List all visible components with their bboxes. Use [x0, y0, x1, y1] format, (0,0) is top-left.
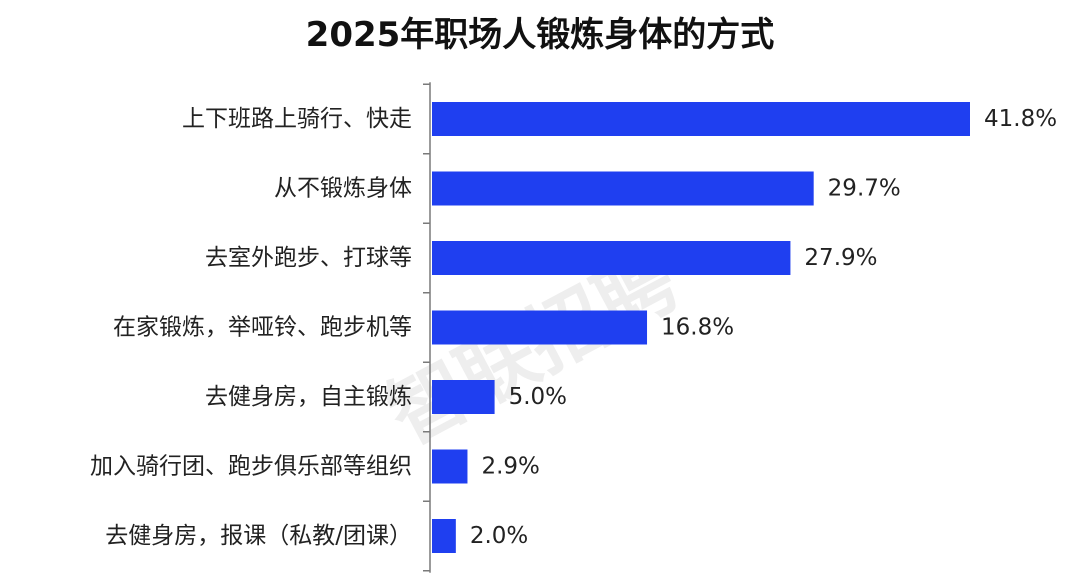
chart-title: 2025年职场人锻炼身体的方式 — [306, 15, 775, 55]
value-labels: 41.8% 29.7% 27.9% 16.8% 5.0% 2.9% 2.0% — [470, 106, 1057, 549]
value-label: 2.0% — [470, 523, 528, 549]
bar — [432, 380, 495, 414]
category-label: 在家锻炼，举哑铃、跑步机等 — [113, 315, 412, 341]
bar — [432, 102, 970, 136]
bar — [432, 310, 648, 345]
category-label: 从不锻炼身体 — [274, 176, 412, 202]
category-label: 上下班路上骑行、快走 — [182, 106, 412, 132]
value-label: 29.7% — [828, 176, 901, 202]
bar — [432, 241, 791, 275]
value-label: 27.9% — [804, 245, 877, 271]
bar — [432, 171, 814, 206]
category-labels: 上下班路上骑行、快走从不锻炼身体去室外跑步、打球等在家锻炼，举哑铃、跑步机等去健… — [90, 106, 412, 549]
value-label: 2.9% — [481, 454, 539, 480]
bars — [432, 102, 970, 553]
value-label: 16.8% — [661, 315, 734, 341]
value-label: 5.0% — [509, 384, 567, 410]
bar — [432, 519, 456, 553]
category-label: 去室外跑步、打球等 — [205, 245, 412, 271]
category-label: 去健身房，报课（私教/团课） — [105, 523, 412, 549]
value-label: 41.8% — [984, 106, 1057, 132]
category-label: 加入骑行团、跑步俱乐部等组织 — [90, 454, 412, 480]
bar — [432, 449, 468, 484]
y-axis — [423, 82, 431, 573]
category-label: 去健身房，自主锻炼 — [205, 384, 412, 410]
